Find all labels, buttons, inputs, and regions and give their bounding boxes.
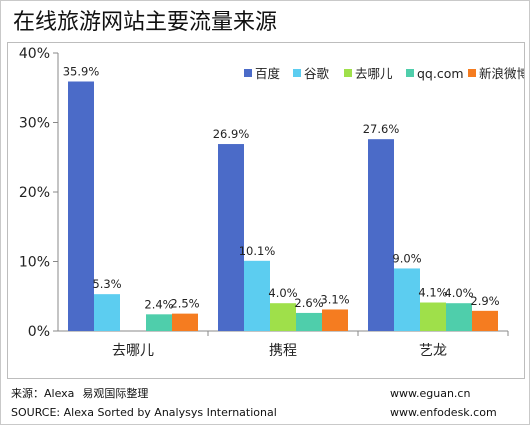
- bar-value-label: 2.6%: [294, 296, 323, 310]
- bar: [420, 302, 446, 331]
- bar: [296, 312, 322, 331]
- bar: [146, 314, 172, 331]
- footer-urls: www.eguan.cn www.enfodesk.com: [390, 384, 497, 422]
- bar-value-label: 2.9%: [470, 294, 499, 308]
- bar-chart: 0% 10% 20% 30% 40% 35.9% 5.3% 2.4%2.5% 26.9% 10.…: [19, 46, 524, 359]
- legend-swatch: [244, 69, 252, 77]
- bar-value-label: 3.1%: [320, 292, 349, 306]
- legend-swatch: [406, 69, 414, 77]
- bar: [472, 310, 498, 331]
- bar: [446, 303, 472, 331]
- footer-source: 来源：Alexa 易观国际整理 SOURCE: Alexa Sorted by A…: [11, 384, 277, 422]
- bar: [172, 313, 198, 331]
- x-category-label: 去哪儿: [112, 343, 154, 359]
- bar-value-label: 5.3%: [92, 277, 121, 291]
- bar-value-label: 9.0%: [392, 251, 421, 265]
- bar-value-label: 10.1%: [239, 244, 276, 258]
- bar: [244, 260, 270, 331]
- bar-value-label: 2.4%: [144, 297, 173, 311]
- bar: [368, 139, 394, 331]
- bar: [394, 268, 420, 331]
- bar: [270, 303, 296, 331]
- legend-swatch: [468, 69, 476, 77]
- chart-area: 0% 10% 20% 30% 40% 35.9% 5.3% 2.4% 2.5% 26.9% 10.…: [7, 42, 525, 379]
- bar: [218, 144, 244, 331]
- legend-label: 谷歌: [304, 66, 330, 81]
- bar-value-label: 35.9%: [63, 64, 100, 78]
- chart-title: 在线旅游网站主要流量来源: [13, 10, 278, 35]
- y-tick-label: 10%: [19, 255, 50, 271]
- bar: [322, 309, 348, 331]
- x-category-label: 携程: [269, 343, 297, 359]
- legend-label: 百度: [255, 66, 281, 81]
- bar-value-label: 4.0%: [268, 286, 297, 300]
- bar: [68, 81, 94, 331]
- source-en: SOURCE: Alexa Sorted by Analysys Interna…: [11, 406, 277, 419]
- legend-label: 新浪微博: [479, 66, 524, 81]
- bar-value-label: 4.0%: [444, 286, 473, 300]
- source-cn-org: 易观国际整理: [82, 387, 149, 400]
- bar-value-label: 4.1%: [418, 286, 447, 300]
- legend-swatch: [293, 69, 301, 77]
- y-tick-label: 30%: [19, 116, 50, 132]
- y-tick-label: 20%: [19, 185, 50, 201]
- source-cn-label: 来源：Alexa: [11, 387, 75, 400]
- url-enfodesk: www.enfodesk.com: [390, 406, 497, 419]
- url-eguan: www.eguan.cn: [390, 387, 471, 400]
- bar-value-label: 26.9%: [213, 127, 250, 141]
- legend-label: 去哪儿: [355, 66, 393, 81]
- legend-swatch: [344, 69, 352, 77]
- x-category-label: 艺龙: [419, 343, 447, 359]
- bar-value-label: 2.5%: [170, 297, 199, 311]
- y-tick-label: 0%: [28, 324, 50, 340]
- bar-value-label: 27.6%: [363, 122, 400, 136]
- y-tick-label: 40%: [19, 46, 50, 62]
- bar: [94, 294, 120, 331]
- legend-label: qq.com: [417, 66, 464, 81]
